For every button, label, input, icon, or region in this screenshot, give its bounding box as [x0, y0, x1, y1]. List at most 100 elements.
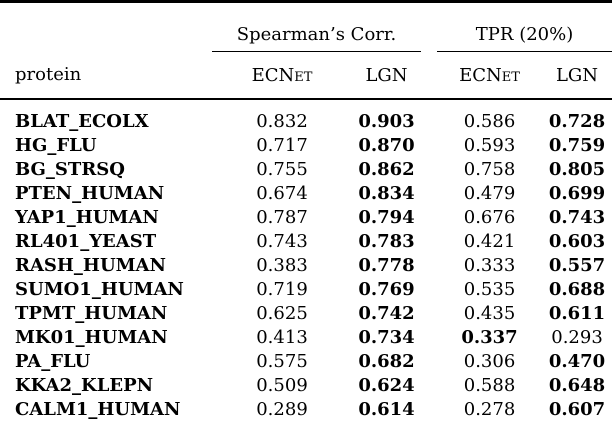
table-row: MK01_HUMAN 0.413 0.734 0.337 0.293 [0, 326, 612, 350]
value-cell: 0.625 [256, 303, 308, 324]
table-row: BG_STRSQ 0.755 0.862 0.758 0.805 [0, 158, 612, 182]
value-cell: 0.333 [463, 255, 516, 276]
value-cell: 0.903 [358, 111, 415, 132]
value-cell: 0.758 [463, 159, 516, 180]
value-cell: 0.674 [256, 183, 308, 204]
protein-name: MK01_HUMAN [15, 327, 168, 348]
value-cell: 0.470 [548, 351, 606, 372]
protein-name: PA_FLU [15, 351, 91, 372]
column-gap [421, 350, 437, 374]
value-cell: 0.289 [256, 399, 308, 420]
table-row: TPMT_HUMAN 0.625 0.742 0.435 0.611 [0, 302, 612, 326]
table-row: BLAT_ECOLX 0.832 0.903 0.586 0.728 [0, 99, 612, 134]
protein-name: YAP1_HUMAN [15, 207, 159, 228]
table-row: RASH_HUMAN 0.383 0.778 0.333 0.557 [0, 254, 612, 278]
subheader-spearman-ecnet: ECNet [212, 51, 352, 100]
sub-header-row: protein ECNet LGN ECNet LGN [0, 51, 612, 100]
value-cell: 0.862 [358, 159, 415, 180]
col-group-tpr: TPR (20%) [437, 1, 612, 52]
table-row: CALM1_HUMAN 0.289 0.614 0.278 0.607 [0, 398, 612, 426]
value-cell: 0.743 [256, 231, 308, 252]
value-cell: 0.769 [358, 279, 415, 300]
value-cell: 0.783 [358, 231, 415, 252]
table-row: SUMO1_HUMAN 0.719 0.769 0.535 0.688 [0, 278, 612, 302]
protein-name: RASH_HUMAN [15, 255, 166, 276]
table-row: PA_FLU 0.575 0.682 0.306 0.470 [0, 350, 612, 374]
value-cell: 0.834 [358, 183, 415, 204]
subheader-spearman-lgn: LGN [352, 51, 422, 100]
column-gap [421, 2, 437, 52]
value-cell: 0.755 [256, 159, 308, 180]
value-cell: 0.557 [548, 255, 606, 276]
protein-name: SUMO1_HUMAN [15, 279, 184, 300]
table-row: YAP1_HUMAN 0.787 0.794 0.676 0.743 [0, 206, 612, 230]
value-cell: 0.535 [463, 279, 516, 300]
corner-cell [0, 2, 212, 52]
subheader-tpr-ecnet: ECNet [437, 51, 543, 100]
value-cell: 0.588 [463, 375, 516, 396]
value-cell: 0.607 [548, 399, 606, 420]
value-cell: 0.383 [256, 255, 308, 276]
protein-name: PTEN_HUMAN [15, 183, 165, 204]
value-cell: 0.435 [463, 303, 516, 324]
value-cell: 0.611 [548, 303, 606, 324]
value-cell: 0.479 [463, 183, 516, 204]
value-cell: 0.586 [463, 111, 516, 132]
protein-name: BLAT_ECOLX [15, 111, 149, 132]
value-cell: 0.337 [461, 327, 518, 348]
table-row: PTEN_HUMAN 0.674 0.834 0.479 0.699 [0, 182, 612, 206]
column-gap [421, 230, 437, 254]
value-cell: 0.603 [548, 231, 606, 252]
value-cell: 0.719 [256, 279, 308, 300]
value-cell: 0.509 [256, 375, 308, 396]
value-cell: 0.759 [548, 135, 606, 156]
value-cell: 0.787 [256, 207, 308, 228]
value-cell: 0.742 [358, 303, 415, 324]
value-cell: 0.413 [256, 327, 308, 348]
column-gap [421, 254, 437, 278]
column-group-header-row: Spearman’s Corr. TPR (20%) [0, 1, 612, 52]
value-cell: 0.805 [548, 159, 606, 180]
column-gap [421, 182, 437, 206]
value-cell: 0.676 [463, 207, 516, 228]
value-cell: 0.688 [548, 279, 606, 300]
value-cell: 0.648 [548, 375, 606, 396]
protein-name: TPMT_HUMAN [15, 303, 168, 324]
value-cell: 0.778 [358, 255, 415, 276]
protein-name: KKA2_KLEPN [15, 375, 154, 396]
value-cell: 0.734 [358, 327, 415, 348]
value-cell: 0.743 [548, 207, 606, 228]
column-gap [421, 374, 437, 398]
table-row: KKA2_KLEPN 0.509 0.624 0.588 0.648 [0, 374, 612, 398]
table-row: RL401_YEAST 0.743 0.783 0.421 0.603 [0, 230, 612, 254]
value-cell: 0.728 [548, 111, 606, 132]
value-cell: 0.306 [463, 351, 516, 372]
value-cell: 0.870 [358, 135, 415, 156]
protein-column-header: protein [0, 51, 212, 100]
column-gap [421, 99, 437, 134]
subheader-tpr-lgn: LGN [542, 51, 612, 100]
protein-name: BG_STRSQ [15, 159, 125, 180]
column-gap [421, 398, 437, 426]
value-cell: 0.421 [463, 231, 516, 252]
value-cell: 0.293 [551, 327, 603, 348]
value-cell: 0.624 [358, 375, 415, 396]
column-gap [421, 206, 437, 230]
value-cell: 0.717 [256, 135, 308, 156]
column-gap [421, 302, 437, 326]
column-gap [421, 134, 437, 158]
value-cell: 0.575 [256, 351, 308, 372]
column-gap [421, 158, 437, 182]
value-cell: 0.699 [548, 183, 606, 204]
value-cell: 0.682 [358, 351, 415, 372]
value-cell: 0.278 [463, 399, 516, 420]
col-group-spearman: Spearman’s Corr. [212, 1, 422, 52]
column-gap [421, 278, 437, 302]
value-cell: 0.832 [256, 111, 308, 132]
value-cell: 0.794 [358, 207, 415, 228]
column-gap [421, 51, 438, 100]
column-gap [421, 326, 437, 350]
protein-name: HG_FLU [15, 135, 97, 156]
